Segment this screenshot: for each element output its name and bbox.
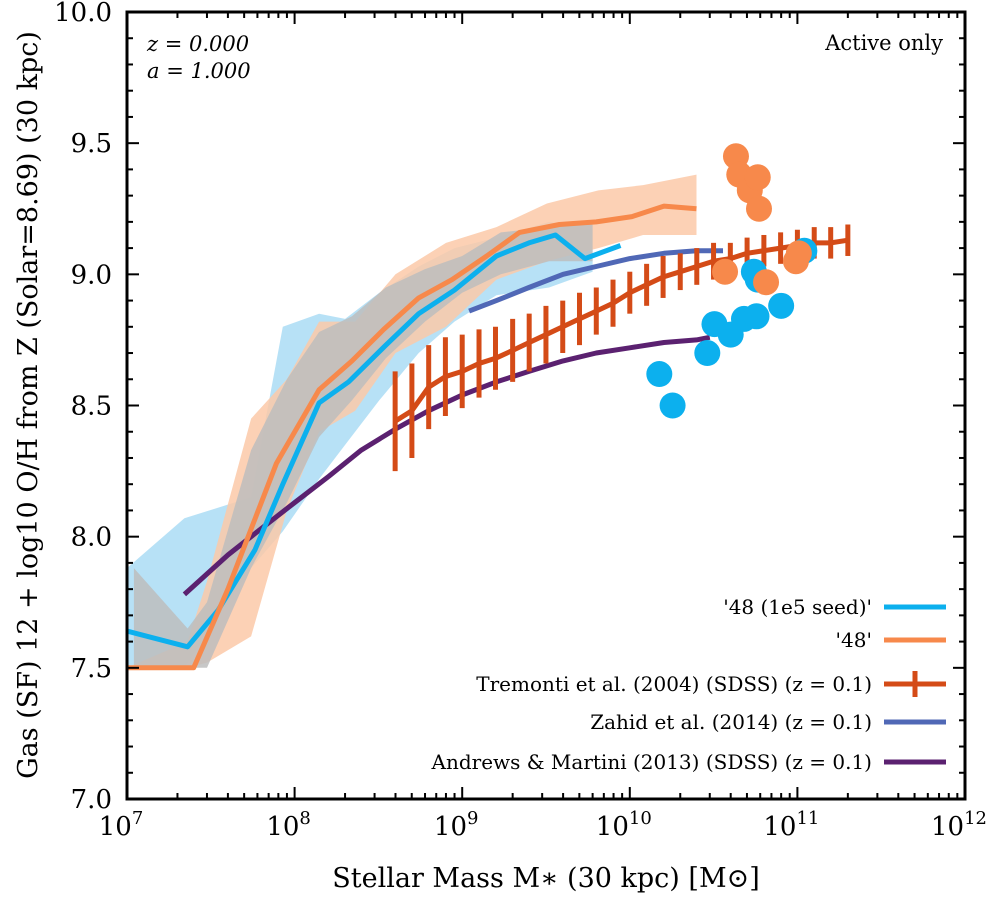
x-axis-title: Stellar Mass M∗ (30 kpc) [M⊙] xyxy=(332,863,760,894)
y-tick-label: 8.0 xyxy=(71,523,112,553)
lines-layer xyxy=(126,203,851,671)
scatter-point-blue-7 xyxy=(768,292,795,319)
scatter-point-blue-6 xyxy=(743,303,770,330)
x-tick-label: 109 xyxy=(434,808,479,842)
y-tick-label: 10.0 xyxy=(54,0,112,28)
series-line-0 xyxy=(126,232,622,650)
legend-label: Tremonti et al. (2004) (SDSS) (z = 0.1) xyxy=(476,672,872,696)
legend-label: Zahid et al. (2014) (z = 0.1) xyxy=(590,710,872,734)
legend: '48 (1e5 seed)' '48' Tremonti et al. (2004… xyxy=(431,595,946,774)
y-tick-label: 8.5 xyxy=(71,392,112,422)
y-tick-label: 7.0 xyxy=(71,785,112,815)
x-tick-label: 1012 xyxy=(931,808,987,842)
y-tick-label: 9.0 xyxy=(71,260,112,290)
x-tick-label: 1011 xyxy=(763,808,819,842)
scatter-point-orange-8 xyxy=(785,240,812,267)
annotation-redshift: z = 0.000 xyxy=(146,32,249,56)
series-line-2 xyxy=(393,237,849,424)
y-tick-label: 7.5 xyxy=(71,654,112,684)
scatter-point-orange-5 xyxy=(712,258,739,285)
y-axis-title: Gas (SF) 12 + log10 O/H from Z (Solar=8.… xyxy=(13,31,44,779)
scatter-band-1 xyxy=(127,174,697,668)
series-line-3 xyxy=(468,248,723,314)
legend-label: '48 (1e5 seed)' xyxy=(723,595,872,619)
x-tick-label: 108 xyxy=(266,808,311,842)
tick-labels: 107 108 109 1010 1011 10127.07.58.08.59.09.51… xyxy=(54,0,987,842)
scatter-point-orange-4 xyxy=(745,195,772,222)
x-tick-label: 1010 xyxy=(596,808,652,842)
annotation-selection: Active only xyxy=(824,31,943,55)
y-tick-label: 9.5 xyxy=(71,129,112,159)
annotation-scale-factor: a = 1.000 xyxy=(147,59,251,83)
scatter-point-orange-3 xyxy=(744,164,771,191)
points-layer xyxy=(646,143,818,419)
ticks-layer xyxy=(126,11,966,800)
scatter-point-blue-1 xyxy=(659,392,686,419)
legend-label: Andrews & Martini (2013) (SDSS) (z = 0.1… xyxy=(431,750,873,774)
series-line-1 xyxy=(127,203,697,671)
legend-label: '48' xyxy=(836,628,872,652)
scatter-point-blue-0 xyxy=(646,361,673,388)
scatter-point-orange-6 xyxy=(753,269,780,296)
scatter-point-blue-2 xyxy=(694,340,721,367)
